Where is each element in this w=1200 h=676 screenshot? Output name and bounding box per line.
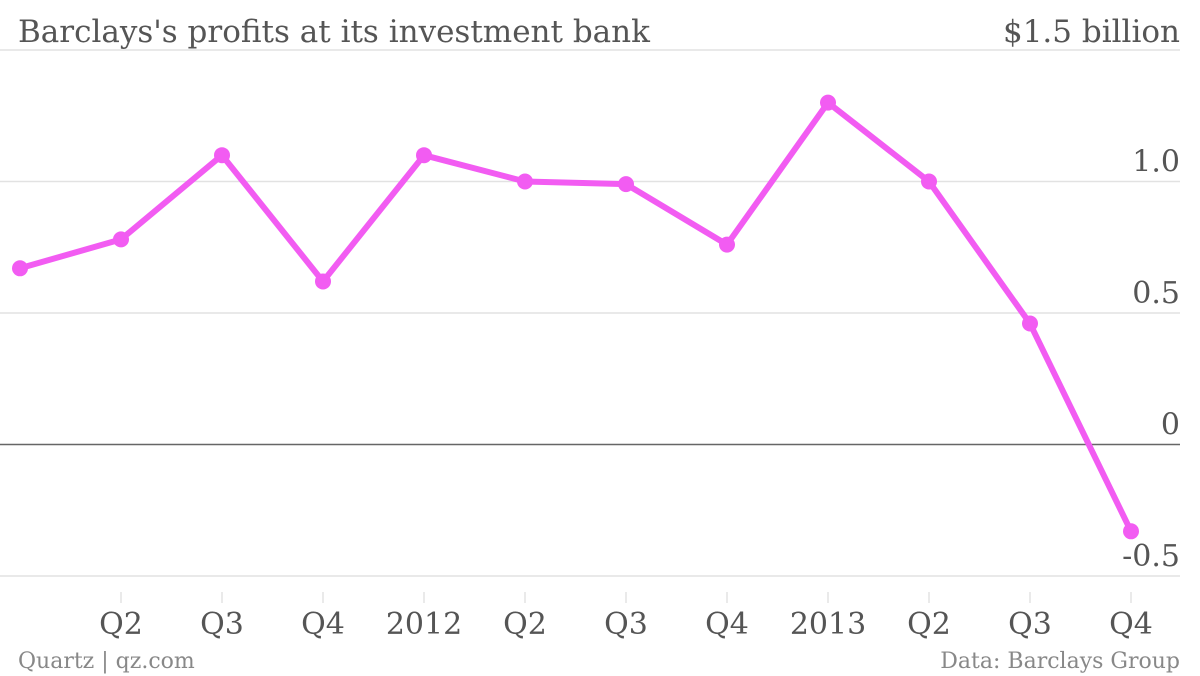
x-tick-label: Q3 bbox=[1008, 607, 1052, 642]
data-point bbox=[719, 236, 735, 253]
data-point bbox=[1022, 315, 1038, 332]
data-point bbox=[820, 94, 836, 111]
x-tick-label: Q4 bbox=[1109, 607, 1153, 642]
x-tick-label: Q4 bbox=[301, 607, 345, 642]
data-point bbox=[1123, 523, 1139, 540]
x-tick-label: 2013 bbox=[790, 607, 866, 642]
x-tick-label: 2012 bbox=[386, 607, 462, 642]
data-point bbox=[12, 260, 28, 277]
data-point bbox=[315, 273, 331, 290]
series-layer bbox=[12, 94, 1139, 540]
x-tick-label: Q4 bbox=[705, 607, 749, 642]
data-point bbox=[113, 231, 129, 248]
source-text: Data: Barclays Group bbox=[940, 649, 1180, 674]
series-line bbox=[17, 99, 1134, 535]
credit-text: Quartz | qz.com bbox=[18, 649, 195, 674]
y-tick-label: 0.5 bbox=[1132, 276, 1180, 311]
chart-title: Barclays's profits at its investment ban… bbox=[18, 14, 650, 50]
y-tick-label: 0 bbox=[1161, 408, 1180, 443]
data-point bbox=[618, 176, 634, 193]
data-point bbox=[416, 147, 432, 164]
data-point bbox=[517, 173, 533, 190]
data-point bbox=[214, 147, 230, 164]
y-tick-label: -0.5 bbox=[1122, 539, 1180, 574]
y-tick-label: 1.0 bbox=[1132, 145, 1180, 180]
x-tick-label: Q2 bbox=[99, 607, 143, 642]
data-point bbox=[921, 173, 937, 190]
unit-label: $1.5 billion bbox=[1003, 14, 1180, 50]
x-tick-label: Q2 bbox=[503, 607, 547, 642]
x-axis-tick-labels: Q2 Q3 Q4 2012 Q2 Q3 Q4 2013 Q2 Q3 Q4 bbox=[99, 592, 1153, 642]
y-axis-tick-labels: 1.0 0.5 0 -0.5 bbox=[1122, 145, 1180, 575]
x-tick-label: Q2 bbox=[907, 607, 951, 642]
grid-layer bbox=[0, 49, 1180, 577]
x-tick-label: Q3 bbox=[200, 607, 244, 642]
x-tick-label: Q3 bbox=[604, 607, 648, 642]
